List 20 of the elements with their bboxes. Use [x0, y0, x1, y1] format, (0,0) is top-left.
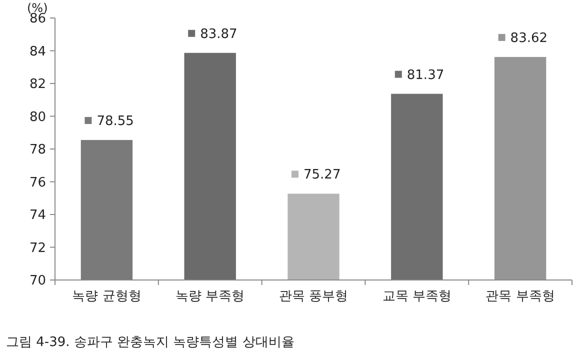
caption: 그림 4-39. 송파구 완충녹지 녹량특성별 상대비율 [6, 335, 294, 350]
x-tick-label: 녹량 부족형 [176, 289, 245, 304]
data-label: 78.55 [96, 114, 134, 129]
y-tick-label: 80 [29, 110, 46, 125]
data-label: 81.37 [406, 68, 444, 83]
y-tick-label: 76 [29, 175, 46, 190]
y-tick-label: 74 [29, 208, 46, 223]
y-tick-label: 84 [29, 44, 46, 60]
x-tick-label: 관목 부족형 [486, 289, 555, 304]
y-tick-label: 70 [29, 274, 46, 288]
data-label: 75.27 [304, 168, 341, 183]
y-tick-label: 72 [29, 240, 46, 256]
data-label: 83.62 [510, 30, 548, 46]
y-axis-title: (%) [27, 1, 48, 15]
y-tick-label: 82 [29, 77, 46, 92]
x-tick-label: 녹량 균형형 [72, 289, 142, 304]
x-tick-label: 관목 풍부형 [278, 289, 348, 304]
y-tick-label: 78 [29, 142, 46, 158]
x-tick-label: 교목 부족형 [382, 289, 452, 304]
data-label: 83.87 [200, 26, 238, 42]
